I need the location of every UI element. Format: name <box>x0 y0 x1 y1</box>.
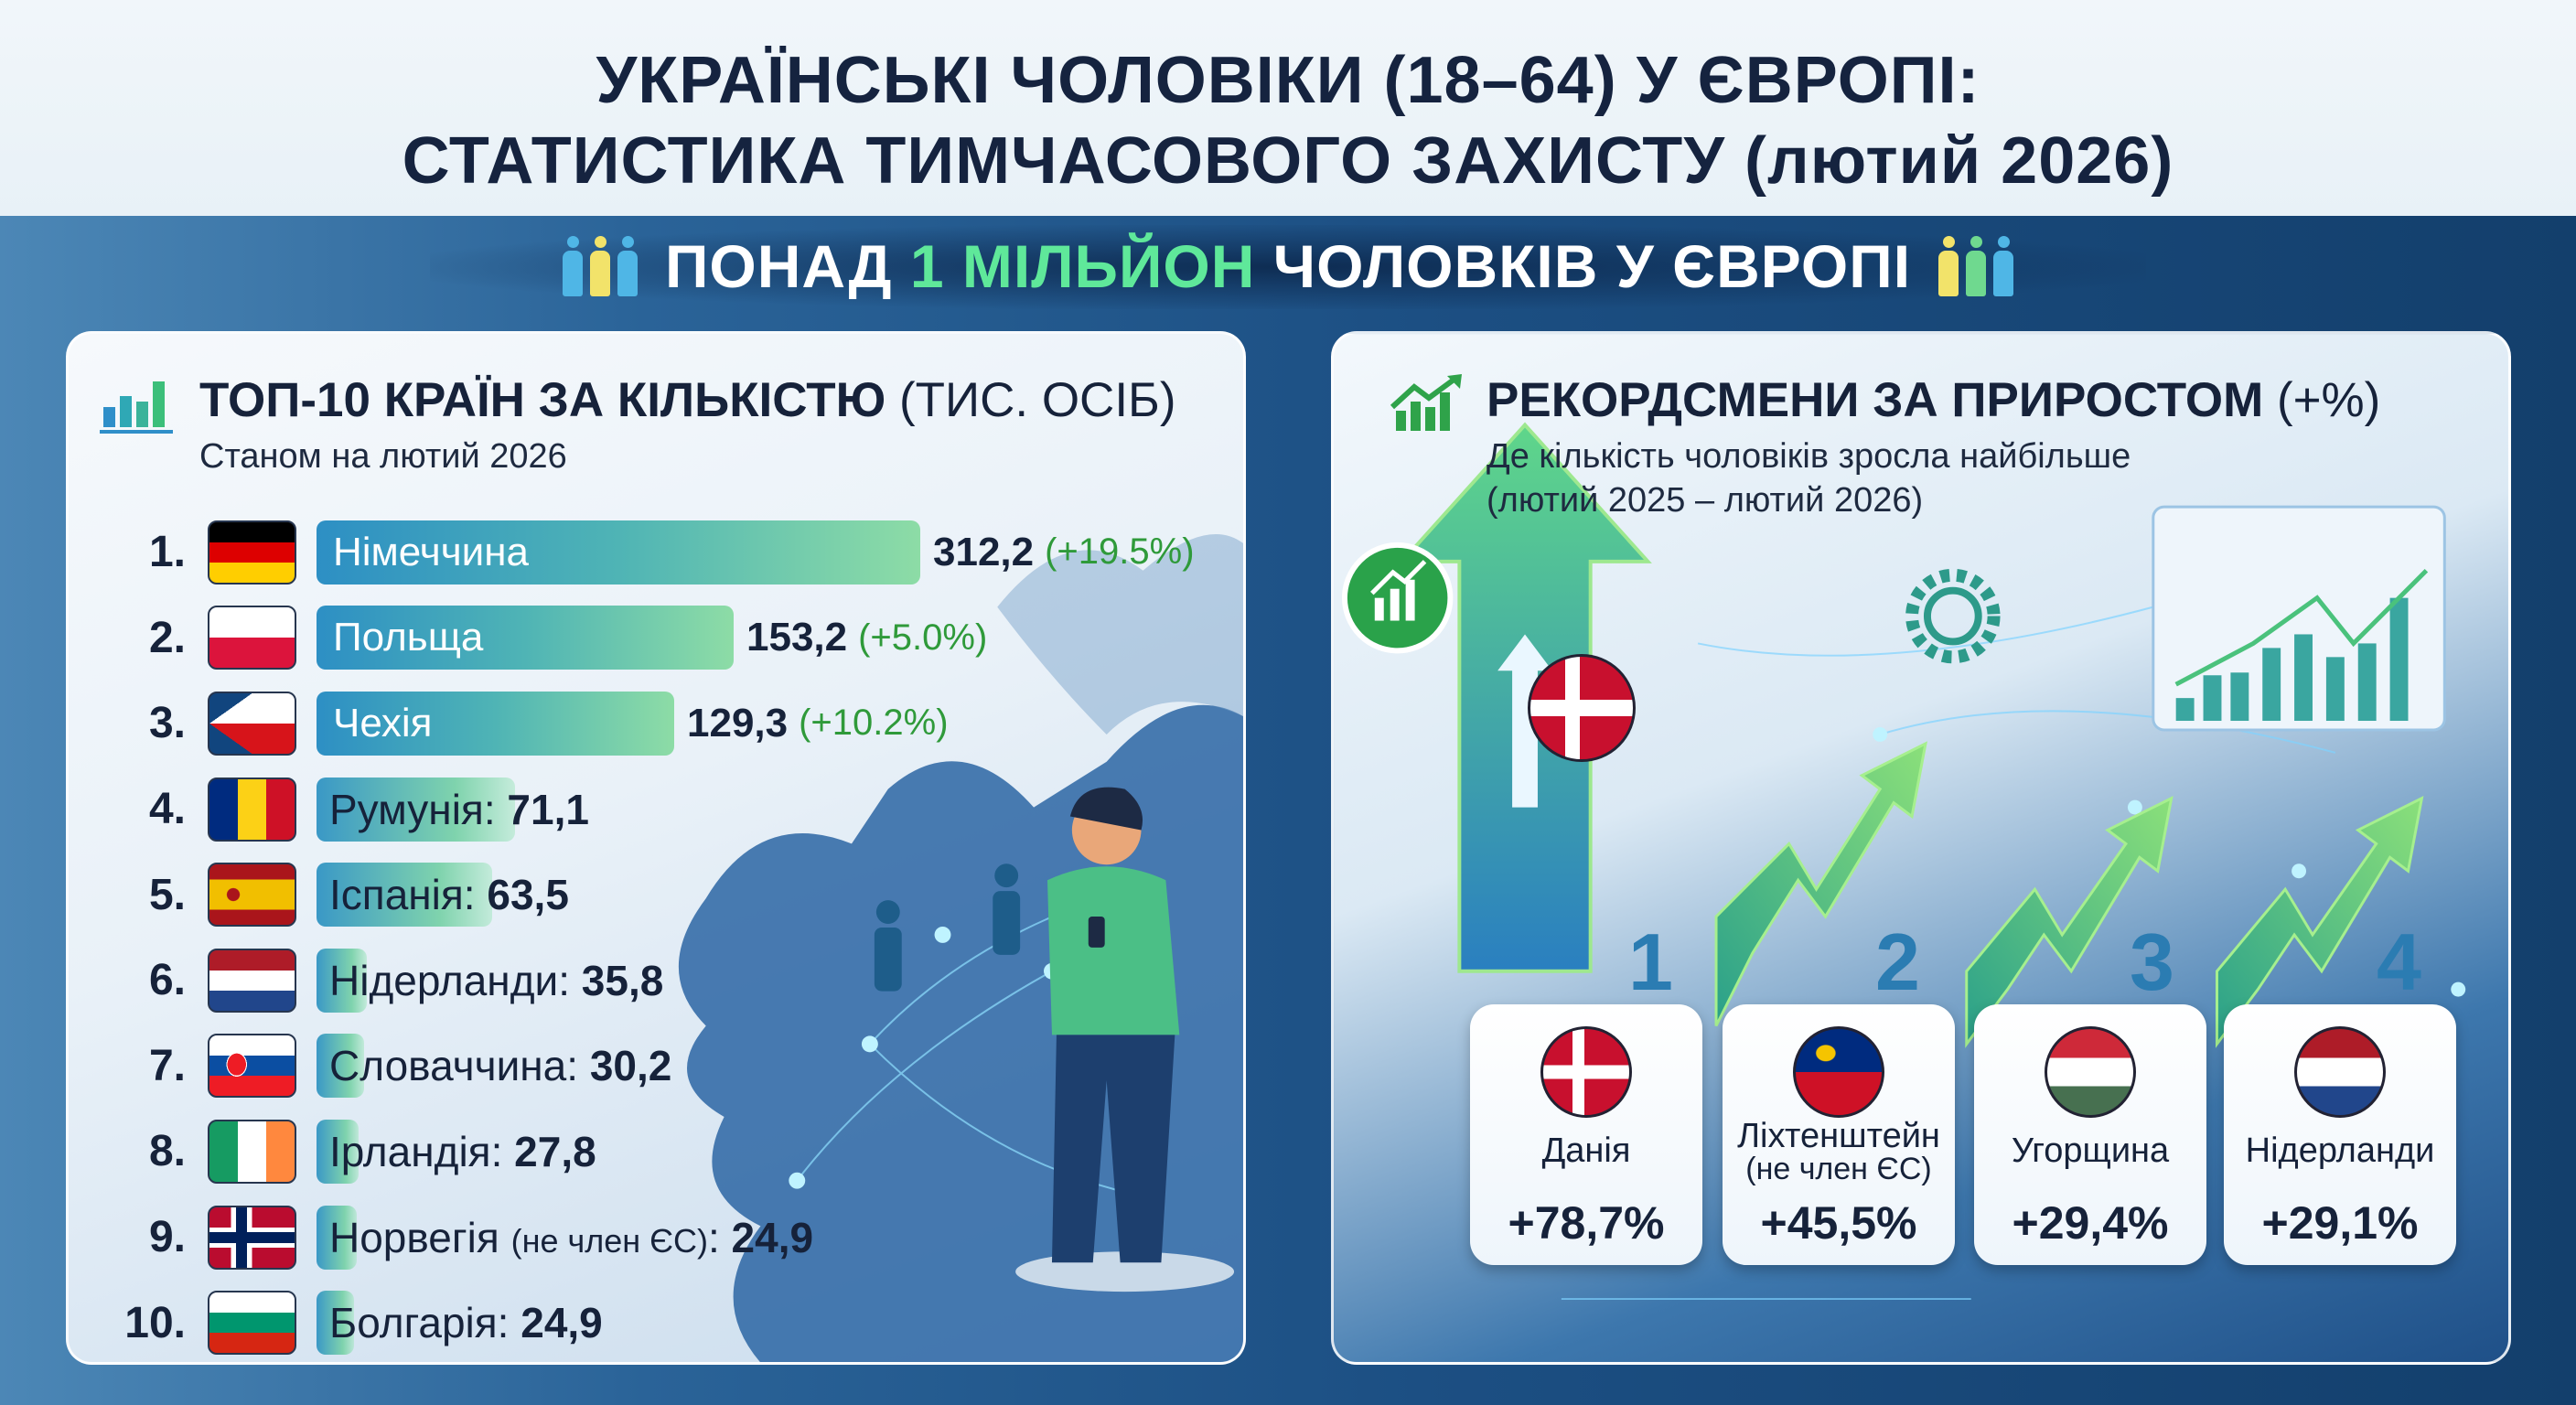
flag-liechtenstein-icon <box>1793 1026 1884 1118</box>
growth-value: +29,4% <box>2012 1197 2169 1249</box>
country-row: 7. Словаччина: 30,2 <box>69 1024 1243 1110</box>
value-bar <box>317 777 515 842</box>
country-change: (+5.0%) <box>858 617 988 658</box>
flag-norway-icon <box>208 1205 296 1270</box>
growth-country: Угорщина <box>2011 1132 2170 1170</box>
country-name: Чехія <box>333 700 433 745</box>
growth-card: Ліхтенштейн (не член ЄС) +45,5% <box>1723 1004 1955 1265</box>
growth-rank: 2 <box>1875 917 1920 1007</box>
dashboard-chart-illustration <box>2152 505 2446 732</box>
title-line-1: УКРАЇНСЬКІ ЧОЛОВІКИ (18–64) У ЄВРОПІ: <box>596 44 1980 117</box>
country-row: 8. Ірландія: 27,8 <box>69 1109 1243 1195</box>
title-line-2: СТАТИСТИКА ТИМЧАСОВОГО ЗАХИСТУ (лютий 20… <box>402 124 2174 198</box>
growth-chart-icon <box>1390 374 1462 431</box>
flag-czechia-icon <box>208 691 296 756</box>
growth-value: +45,5% <box>1760 1197 1917 1249</box>
country-label: Іспанія: 63,5 <box>329 871 569 919</box>
rank: 9. <box>148 1213 186 1262</box>
rank: 1. <box>148 528 186 577</box>
banner: ПОНАД 1 МІЛЬЙОН ЧОЛОВКІВ У ЄВРОПІ <box>0 216 2576 316</box>
rank: 4. <box>148 785 186 834</box>
value-bar <box>317 691 674 756</box>
value-bar <box>317 1119 359 1184</box>
flag-hungary-icon <box>2045 1026 2136 1118</box>
green-circle-chart-icon <box>1341 542 1454 654</box>
top10-panel: ТОП-10 КРАЇН ЗА КІЛЬКІСТЮ (ТИС. ОСІБ) Ст… <box>66 331 1246 1365</box>
rank: 7. <box>148 1041 186 1090</box>
rank: 6. <box>148 956 186 1005</box>
country-row: 6. Нідерланди: 35,8 <box>69 938 1243 1024</box>
value-bar <box>317 520 920 585</box>
rank: 3. <box>148 699 186 748</box>
flag-bulgaria-icon <box>208 1291 296 1356</box>
country-row: 1. Німеччина 312,2 (+19.5%) <box>69 509 1243 595</box>
growth-card: Угорщина +29,4% <box>1974 1004 2206 1265</box>
country-change: (+19.5%) <box>1045 531 1195 573</box>
country-label: Словаччина: 30,2 <box>329 1042 672 1090</box>
banner-background <box>430 225 2146 309</box>
flag-romania-icon <box>208 777 296 842</box>
value-bar <box>317 1205 357 1270</box>
growth-card: Нідерланди +29,1% <box>2224 1004 2456 1265</box>
growth-title: РЕКОРДСМЕНИ ЗА ПРИРОСТОМ (+%) <box>1487 373 2381 427</box>
flag-poland-icon <box>208 606 296 670</box>
growth-value: +29,1% <box>2261 1197 2419 1249</box>
value-bar <box>317 948 367 1013</box>
flag-slovakia-icon <box>208 1034 296 1099</box>
country-value: 129,3 <box>687 700 789 745</box>
rank: 2. <box>148 613 186 662</box>
country-value: 153,2 <box>746 615 848 660</box>
country-row: 2. Польща 153,2 (+5.0%) <box>69 595 1243 681</box>
flag-netherlands-icon <box>208 948 296 1013</box>
growth-rank: 1 <box>1628 917 1673 1007</box>
flag-netherlands-icon <box>2294 1026 2386 1118</box>
header: УКРАЇНСЬКІ ЧОЛОВІКИ (18–64) У ЄВРОПІ: СТ… <box>0 0 2576 216</box>
growth-rank: 3 <box>2130 917 2174 1007</box>
country-label: Болгарія: 24,9 <box>329 1299 603 1347</box>
country-label: Нідерланди: 35,8 <box>329 956 664 1004</box>
country-row: 3. Чехія 129,3 (+10.2%) <box>69 681 1243 767</box>
value-bar <box>317 1291 354 1356</box>
growth-subtitle: Де кількість чоловіків зросла найбільше(… <box>1487 437 2131 520</box>
country-list: 1. Німеччина 312,2 (+19.5%) 2. Польща 15… <box>69 509 1243 1362</box>
people-icon <box>562 236 638 296</box>
rank: 10. <box>124 1298 186 1347</box>
gear-icon <box>1905 568 2001 664</box>
value-bar <box>317 1034 364 1099</box>
flag-germany-icon <box>208 520 296 585</box>
country-label: Румунія: 71,1 <box>329 785 589 833</box>
top10-title: ТОП-10 КРАЇН ЗА КІЛЬКІСТЮ (ТИС. ОСІБ) <box>199 373 1176 427</box>
banner-highlight: 1 МІЛЬЙОН <box>909 232 1256 300</box>
country-name: Польща <box>333 615 484 660</box>
top10-subtitle: Станом на лютий 2026 <box>199 437 567 476</box>
growth-rank: 4 <box>2377 917 2421 1007</box>
growth-card: Данія +78,7% <box>1470 1004 1702 1265</box>
country-value: 312,2 <box>933 529 1035 574</box>
flag-spain-icon <box>208 863 296 928</box>
bar-chart-icon <box>100 381 173 434</box>
growth-country: Данія <box>1541 1132 1631 1170</box>
country-row: 5. Іспанія: 63,5 <box>69 852 1243 938</box>
country-row: 4. Румунія: 71,1 <box>69 767 1243 853</box>
country-row: 9. Норвегія (не член ЄС): 24,9 <box>69 1195 1243 1281</box>
value-bar <box>317 606 734 670</box>
banner-text: ПОНАД 1 МІЛЬЙОН ЧОЛОВКІВ У ЄВРОПІ <box>664 232 1912 300</box>
flag-denmark-icon <box>1528 654 1636 762</box>
growth-value: +78,7% <box>1508 1197 1665 1249</box>
country-label: Норвегія (не член ЄС): 24,9 <box>329 1213 814 1261</box>
rank: 5. <box>148 870 186 919</box>
growth-country: Нідерланди <box>2245 1132 2435 1170</box>
people-icon <box>1938 236 2014 296</box>
flag-ireland-icon <box>208 1119 296 1184</box>
country-name: Німеччина <box>333 529 530 574</box>
value-bar <box>317 863 492 928</box>
flag-denmark-icon <box>1540 1026 1632 1118</box>
country-change: (+10.2%) <box>799 702 949 744</box>
country-label: Ірландія: 27,8 <box>329 1127 596 1175</box>
growth-panel: РЕКОРДСМЕНИ ЗА ПРИРОСТОМ (+%) Де кількіс… <box>1331 331 2511 1365</box>
rank: 8. <box>148 1127 186 1176</box>
growth-country: Ліхтенштейн (не член ЄС) <box>1737 1117 1940 1186</box>
country-row: 10. Болгарія: 24,9 <box>69 1280 1243 1362</box>
